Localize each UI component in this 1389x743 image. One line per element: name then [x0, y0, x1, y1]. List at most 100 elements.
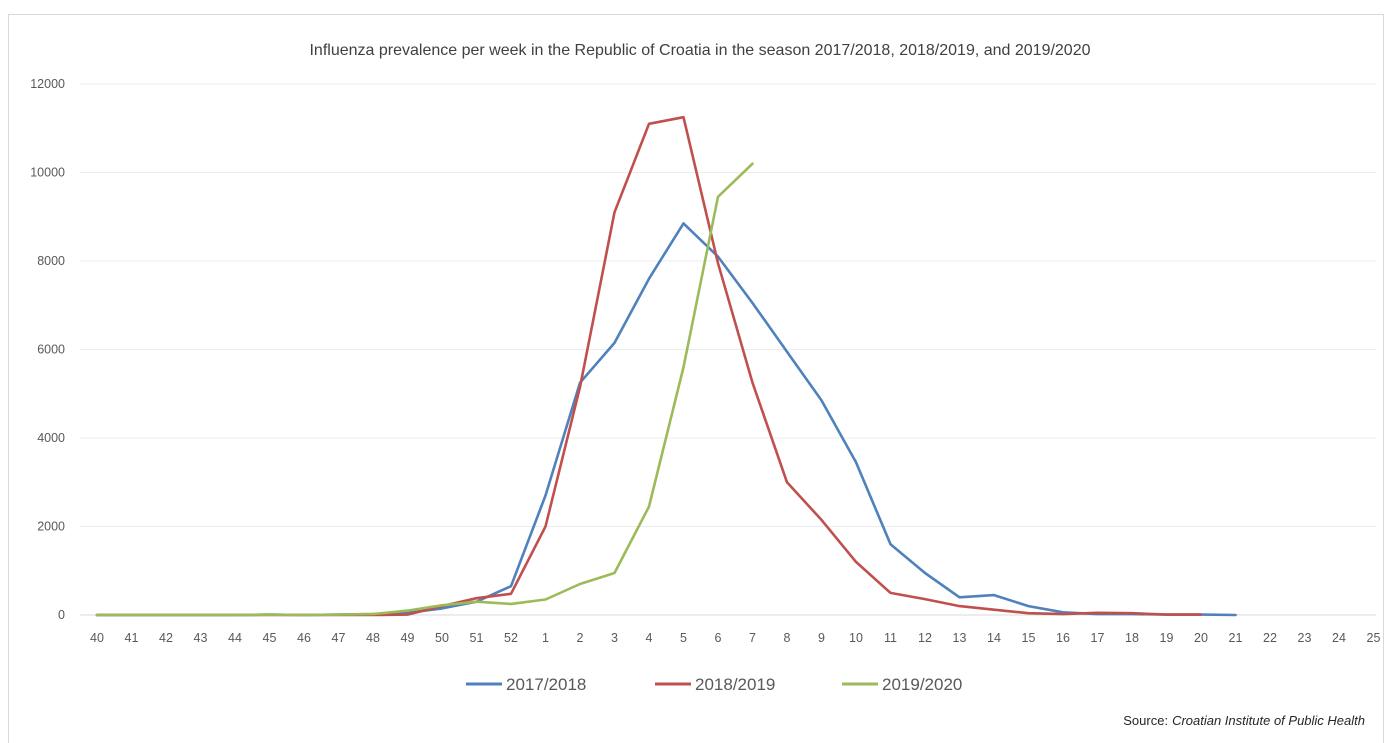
data-point	[786, 481, 788, 483]
x-axis-ticks: 40 41 42 43 44 45 46 47 48 49 50 51 52 1 2 3 4 5 6 7 8 9 10 11 1…	[90, 631, 1380, 645]
series-line-2019-2020	[95, 162, 754, 617]
x-tick-label: 46	[297, 631, 311, 645]
data-point	[613, 342, 615, 344]
x-tick-label: 13	[953, 631, 967, 645]
x-tick-label: 3	[611, 631, 618, 645]
x-tick-label: 17	[1091, 631, 1105, 645]
legend-label: 2017/2018	[506, 675, 586, 694]
chart-frame	[8, 14, 1384, 743]
data-point	[372, 613, 374, 615]
x-tick-label: 10	[849, 631, 863, 645]
y-tick-label: 12000	[30, 77, 65, 91]
y-tick-label: 4000	[37, 431, 65, 445]
data-point	[993, 594, 995, 596]
data-point	[1096, 612, 1098, 614]
data-point	[337, 613, 339, 615]
data-point	[510, 585, 512, 587]
data-point	[475, 601, 477, 603]
x-tick-label: 14	[987, 631, 1001, 645]
data-point	[1027, 605, 1029, 607]
data-point	[165, 614, 167, 616]
x-tick-label: 52	[504, 631, 518, 645]
x-tick-label: 51	[470, 631, 484, 645]
data-point	[96, 614, 98, 616]
data-point	[406, 613, 408, 615]
data-point	[924, 598, 926, 600]
data-point	[924, 572, 926, 574]
x-tick-label: 15	[1022, 631, 1036, 645]
x-tick-label: 25	[1367, 631, 1381, 645]
data-point	[751, 381, 753, 383]
data-point	[682, 116, 684, 118]
legend: 2017/2018 2018/2019 2019/2020	[466, 675, 962, 694]
gridlines	[80, 83, 1376, 616]
legend-label: 2018/2019	[695, 675, 775, 694]
data-point	[751, 162, 753, 164]
data-point	[510, 603, 512, 605]
data-point	[1027, 612, 1029, 614]
x-tick-label: 21	[1229, 631, 1243, 645]
data-point	[889, 543, 891, 545]
source-label: Source:	[1123, 713, 1168, 728]
x-tick-label: 48	[366, 631, 380, 645]
data-point	[855, 561, 857, 563]
y-tick-label: 0	[58, 608, 65, 622]
x-tick-label: 49	[401, 631, 415, 645]
data-point	[820, 519, 822, 521]
x-tick-label: 47	[332, 631, 346, 645]
data-point	[510, 593, 512, 595]
x-tick-label: 50	[435, 631, 449, 645]
data-point	[1200, 613, 1202, 615]
data-point	[475, 597, 477, 599]
y-axis-ticks: 0 2000 4000 6000 8000 10000 12000	[30, 77, 65, 622]
data-point	[199, 614, 201, 616]
data-point	[1062, 613, 1064, 615]
data-point	[613, 572, 615, 574]
data-point	[648, 123, 650, 125]
data-point	[786, 351, 788, 353]
data-point	[268, 613, 270, 615]
y-tick-label: 10000	[30, 166, 65, 180]
series-line-2017-2018	[95, 222, 1237, 617]
data-point	[751, 302, 753, 304]
x-tick-label: 18	[1125, 631, 1139, 645]
chart-title: Influenza prevalence per week in the Rep…	[309, 42, 1090, 59]
x-tick-label: 2	[577, 631, 584, 645]
x-tick-label: 44	[228, 631, 242, 645]
data-point	[682, 366, 684, 368]
x-tick-label: 4	[646, 631, 653, 645]
y-tick-label: 6000	[37, 343, 65, 357]
data-point	[579, 386, 581, 388]
data-point	[820, 399, 822, 401]
data-point	[855, 461, 857, 463]
data-point	[406, 609, 408, 611]
data-point	[717, 262, 719, 264]
data-point	[613, 211, 615, 213]
x-tick-label: 6	[715, 631, 722, 645]
x-tick-label: 16	[1056, 631, 1070, 645]
data-point	[1165, 613, 1167, 615]
data-point	[234, 614, 236, 616]
x-tick-label: 12	[918, 631, 932, 645]
data-point	[544, 494, 546, 496]
x-tick-label: 22	[1263, 631, 1277, 645]
x-tick-label: 24	[1332, 631, 1346, 645]
data-point	[958, 605, 960, 607]
x-tick-label: 19	[1160, 631, 1174, 645]
data-point	[648, 505, 650, 507]
data-point	[958, 596, 960, 598]
legend-label: 2019/2020	[882, 675, 962, 694]
x-tick-label: 45	[263, 631, 277, 645]
x-tick-label: 7	[749, 631, 756, 645]
data-point	[1234, 614, 1236, 616]
data-point	[717, 196, 719, 198]
data-point	[993, 608, 995, 610]
data-point	[544, 598, 546, 600]
data-point	[579, 583, 581, 585]
series-line-2018-2019	[95, 115, 1203, 617]
x-tick-label: 5	[680, 631, 687, 645]
x-tick-label: 9	[818, 631, 825, 645]
x-tick-label: 11	[884, 631, 897, 645]
data-point	[303, 614, 305, 616]
